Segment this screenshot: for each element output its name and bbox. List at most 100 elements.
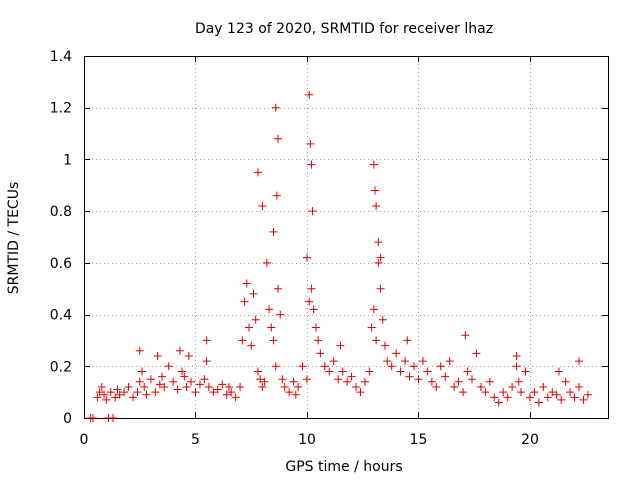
data-point	[525, 393, 534, 402]
data-point	[200, 375, 209, 384]
data-point	[401, 357, 410, 366]
data-point	[308, 207, 317, 216]
data-point	[370, 186, 379, 195]
data-point	[334, 375, 343, 384]
data-point	[160, 382, 169, 391]
data-point	[367, 323, 376, 332]
y-tick-label: 1.4	[50, 49, 72, 65]
data-point	[499, 388, 508, 397]
data-point	[231, 393, 240, 402]
data-point	[476, 382, 485, 391]
data-point	[566, 388, 575, 397]
data-point	[256, 375, 265, 384]
data-point	[164, 362, 173, 371]
data-points	[86, 90, 592, 422]
data-point	[554, 367, 563, 376]
data-point	[314, 336, 323, 345]
data-point	[490, 393, 499, 402]
data-point	[213, 385, 222, 394]
x-axis-label: GPS time / hours	[285, 459, 402, 475]
data-point	[305, 90, 314, 99]
data-point	[175, 346, 184, 355]
data-point	[273, 134, 282, 143]
data-point	[427, 377, 436, 386]
data-point	[392, 349, 401, 358]
data-point	[459, 388, 468, 397]
data-point	[271, 103, 280, 112]
y-tick-label: 1.2	[50, 101, 72, 117]
data-point	[129, 393, 138, 402]
data-point	[173, 385, 182, 394]
data-point	[111, 393, 120, 402]
data-point	[242, 279, 251, 288]
data-point	[276, 310, 285, 319]
data-point	[320, 362, 329, 371]
data-point	[209, 388, 218, 397]
data-point	[579, 395, 588, 404]
data-point	[534, 398, 543, 407]
x-tick-label: 20	[521, 432, 539, 448]
data-point	[247, 341, 256, 350]
data-point	[410, 362, 419, 371]
data-point	[269, 227, 278, 236]
data-point	[552, 390, 561, 399]
y-tick-labels: 0 0.2 0.4 0.6 0.8 1 1.2 1.4	[50, 49, 72, 427]
y-tick-label: 0.6	[50, 256, 72, 272]
data-point	[352, 382, 361, 391]
data-point	[289, 377, 298, 386]
data-point	[265, 305, 274, 314]
data-point	[280, 382, 289, 391]
data-point	[387, 362, 396, 371]
data-point	[202, 357, 211, 366]
data-point	[365, 367, 374, 376]
y-tick-label: 0	[63, 411, 72, 427]
data-point	[309, 305, 318, 314]
data-point	[180, 372, 189, 381]
data-point	[267, 323, 276, 332]
data-point	[97, 382, 106, 391]
y-tick-label: 0.8	[50, 204, 72, 220]
data-point	[195, 380, 204, 389]
x-tick-label: 15	[410, 432, 428, 448]
data-point	[169, 377, 178, 386]
data-point	[512, 351, 521, 360]
data-point	[543, 393, 552, 402]
data-point	[158, 372, 167, 381]
data-point	[93, 393, 102, 402]
data-point	[530, 388, 539, 397]
data-point	[133, 388, 142, 397]
data-point	[423, 367, 432, 376]
data-point	[115, 390, 124, 399]
data-point	[494, 398, 503, 407]
data-point	[260, 377, 269, 386]
data-point	[272, 191, 281, 200]
data-point	[485, 377, 494, 386]
data-point	[481, 388, 490, 397]
data-point	[238, 336, 247, 345]
data-point	[102, 395, 111, 404]
data-point	[381, 341, 390, 350]
data-point	[135, 377, 144, 386]
data-point	[120, 388, 129, 397]
data-point	[372, 201, 381, 210]
data-point	[146, 375, 155, 384]
data-point	[273, 284, 282, 293]
data-point	[298, 362, 307, 371]
data-point	[291, 390, 300, 399]
grid	[84, 56, 608, 418]
data-point	[262, 258, 271, 267]
data-point	[187, 377, 196, 386]
data-point	[178, 367, 187, 376]
data-point	[376, 253, 385, 262]
data-point	[240, 297, 249, 306]
axis-ticks	[84, 56, 608, 419]
data-point	[236, 382, 245, 391]
data-point	[374, 238, 383, 247]
data-point	[113, 385, 122, 394]
data-point	[95, 388, 104, 397]
data-point	[414, 375, 423, 384]
data-point	[140, 382, 149, 391]
data-point	[306, 139, 315, 148]
data-point	[108, 414, 117, 422]
y-axis-label: SRMTID / TECUs	[6, 182, 22, 295]
